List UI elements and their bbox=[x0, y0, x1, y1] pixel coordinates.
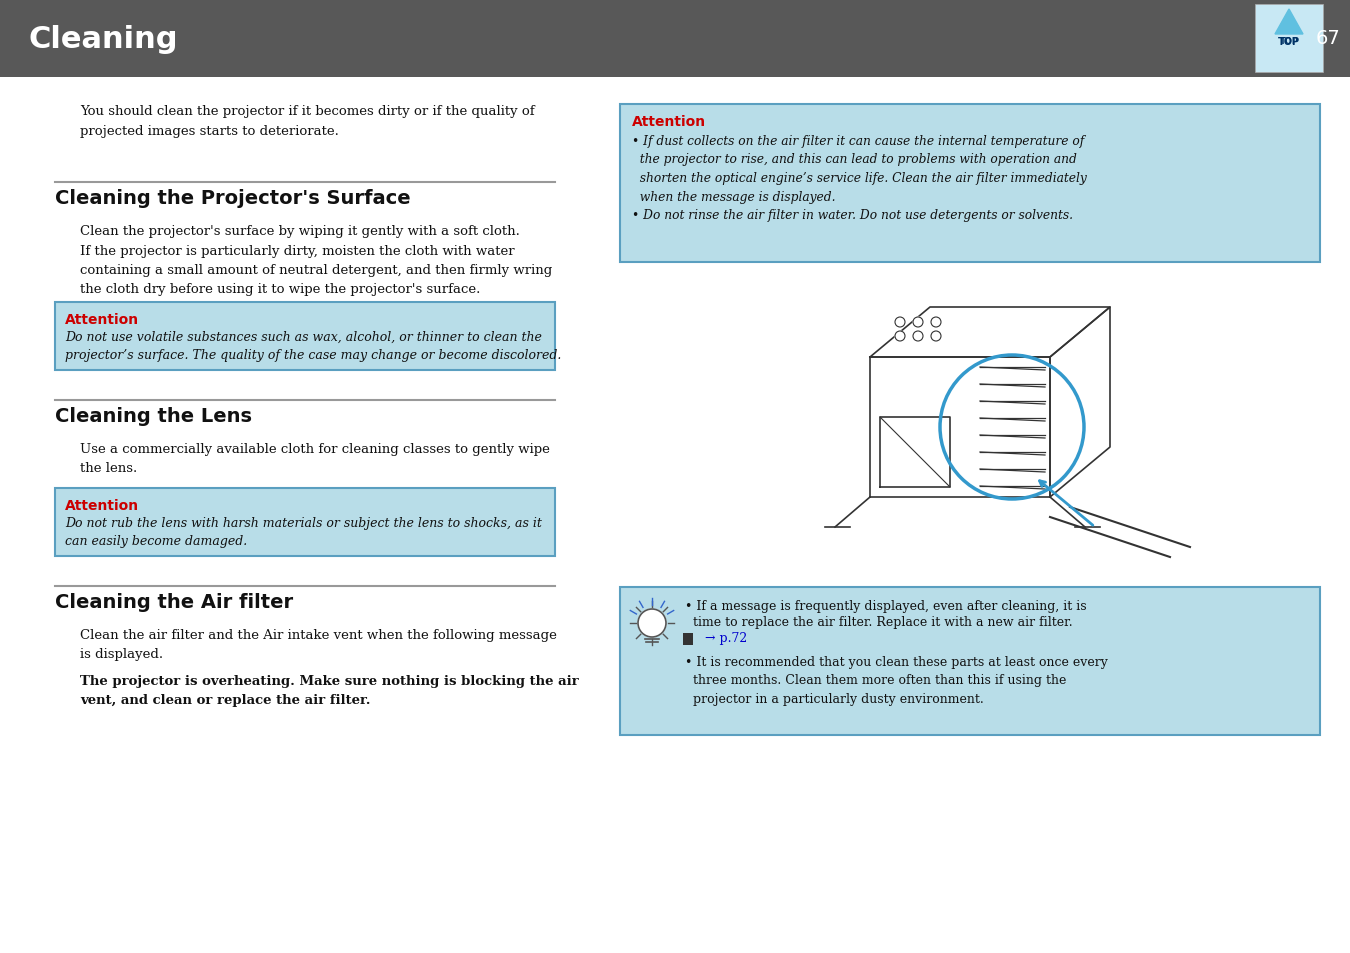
Circle shape bbox=[913, 332, 923, 341]
Text: TOP: TOP bbox=[1280, 37, 1299, 47]
Text: • If dust collects on the air filter it can cause the internal temperature of
  : • If dust collects on the air filter it … bbox=[632, 135, 1087, 222]
Text: Clean the air filter and the Air intake vent when the following message
is displ: Clean the air filter and the Air intake … bbox=[80, 628, 556, 660]
Bar bbox=[620, 587, 1320, 735]
Text: The projector is overheating. Make sure nothing is blocking the air
vent, and cl: The projector is overheating. Make sure … bbox=[80, 675, 579, 707]
Circle shape bbox=[895, 332, 905, 341]
Text: Do not use volatile substances such as wax, alcohol, or thinner to clean the
pro: Do not use volatile substances such as w… bbox=[65, 331, 562, 362]
Text: time to replace the air filter. Replace it with a new air filter.: time to replace the air filter. Replace … bbox=[684, 616, 1073, 628]
Text: Clean the projector's surface by wiping it gently with a soft cloth.
If the proj: Clean the projector's surface by wiping … bbox=[80, 225, 552, 296]
Text: Attention: Attention bbox=[65, 498, 139, 513]
Text: Use a commercially available cloth for cleaning classes to gently wipe
the lens.: Use a commercially available cloth for c… bbox=[80, 442, 549, 475]
Text: • It is recommended that you clean these parts at least once every
  three month: • It is recommended that you clean these… bbox=[684, 656, 1108, 705]
Text: → p.72: → p.72 bbox=[697, 631, 748, 644]
Circle shape bbox=[931, 317, 941, 328]
Circle shape bbox=[931, 332, 941, 341]
Text: • If a message is frequently displayed, even after cleaning, it is: • If a message is frequently displayed, … bbox=[684, 599, 1087, 613]
Text: TOP: TOP bbox=[1278, 37, 1300, 47]
Text: Cleaning the Lens: Cleaning the Lens bbox=[55, 407, 252, 426]
Text: Cleaning the Projector's Surface: Cleaning the Projector's Surface bbox=[55, 189, 410, 208]
Circle shape bbox=[895, 317, 905, 328]
Bar bbox=[620, 105, 1320, 263]
Bar bbox=[1256, 5, 1323, 73]
Text: Cleaning: Cleaning bbox=[28, 25, 177, 53]
Text: You should clean the projector if it becomes dirty or if the quality of
projecte: You should clean the projector if it bec… bbox=[80, 105, 535, 137]
Bar bbox=[620, 283, 1320, 573]
Bar bbox=[683, 634, 693, 645]
Text: Attention: Attention bbox=[65, 313, 139, 327]
Bar bbox=[0, 0, 1350, 78]
Text: 67: 67 bbox=[1315, 30, 1341, 49]
Bar bbox=[55, 303, 555, 371]
Circle shape bbox=[639, 609, 666, 638]
Bar bbox=[55, 489, 555, 557]
Text: Cleaning the Air filter: Cleaning the Air filter bbox=[55, 593, 293, 612]
Polygon shape bbox=[1274, 10, 1303, 35]
Text: Do not rub the lens with harsh materials or subject the lens to shocks, as it
ca: Do not rub the lens with harsh materials… bbox=[65, 517, 541, 548]
Circle shape bbox=[913, 317, 923, 328]
Text: Attention: Attention bbox=[632, 115, 706, 129]
